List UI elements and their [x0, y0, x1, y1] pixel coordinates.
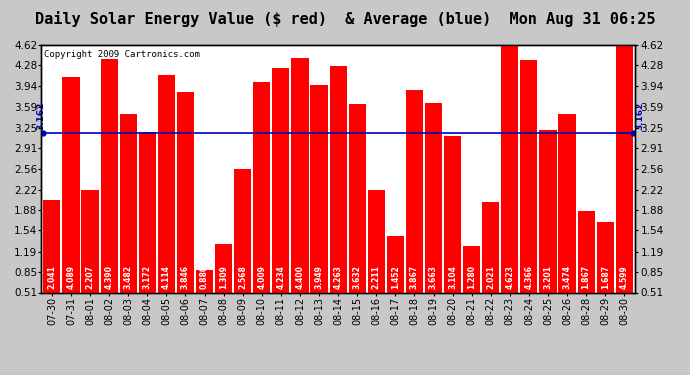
- Bar: [330, 66, 346, 292]
- Text: 3.949: 3.949: [315, 266, 324, 290]
- Bar: [368, 190, 385, 292]
- Text: 4.599: 4.599: [620, 266, 629, 290]
- Text: Copyright 2009 Cartronics.com: Copyright 2009 Cartronics.com: [44, 50, 200, 59]
- Bar: [520, 60, 538, 292]
- Text: 2.041: 2.041: [48, 266, 57, 290]
- Text: 3.663: 3.663: [429, 266, 438, 290]
- Text: 3.201: 3.201: [544, 266, 553, 290]
- Text: 2.021: 2.021: [486, 266, 495, 290]
- Bar: [463, 246, 480, 292]
- Bar: [273, 68, 289, 292]
- Text: 4.234: 4.234: [277, 266, 286, 290]
- Text: 3.632: 3.632: [353, 266, 362, 290]
- Bar: [425, 103, 442, 292]
- Text: 3.172: 3.172: [143, 266, 152, 290]
- Bar: [196, 270, 213, 292]
- Bar: [158, 75, 175, 292]
- Bar: [291, 58, 308, 292]
- Text: 3.162: 3.162: [36, 102, 45, 130]
- Text: 4.009: 4.009: [257, 266, 266, 290]
- Text: 4.623: 4.623: [505, 266, 514, 290]
- Text: 4.089: 4.089: [66, 266, 75, 290]
- Text: 4.263: 4.263: [333, 266, 343, 290]
- Text: 2.211: 2.211: [372, 266, 381, 290]
- Bar: [177, 92, 194, 292]
- Text: 1.452: 1.452: [391, 266, 400, 290]
- Text: 0.880: 0.880: [200, 266, 209, 290]
- Bar: [81, 190, 99, 292]
- Text: 3.474: 3.474: [562, 266, 571, 290]
- Bar: [444, 136, 461, 292]
- Bar: [119, 114, 137, 292]
- Text: 4.390: 4.390: [105, 266, 114, 290]
- Bar: [501, 45, 518, 292]
- Bar: [253, 82, 270, 292]
- Text: 3.104: 3.104: [448, 266, 457, 290]
- Bar: [234, 169, 251, 292]
- Bar: [558, 114, 575, 292]
- Text: 3.867: 3.867: [410, 266, 419, 290]
- Text: 3.482: 3.482: [124, 266, 132, 290]
- Text: 1.867: 1.867: [582, 266, 591, 290]
- Text: Daily Solar Energy Value ($ red)  & Average (blue)  Mon Aug 31 06:25: Daily Solar Energy Value ($ red) & Avera…: [34, 11, 655, 27]
- Bar: [101, 59, 118, 292]
- Text: 1.687: 1.687: [601, 266, 610, 290]
- Text: 3.846: 3.846: [181, 266, 190, 290]
- Bar: [348, 105, 366, 292]
- Bar: [310, 86, 328, 292]
- Bar: [615, 46, 633, 292]
- Bar: [387, 236, 404, 292]
- Text: 3.162: 3.162: [635, 102, 644, 130]
- Text: 2.568: 2.568: [238, 266, 247, 290]
- Text: 2.207: 2.207: [86, 266, 95, 290]
- Bar: [215, 244, 233, 292]
- Text: 1.280: 1.280: [467, 266, 476, 290]
- Bar: [406, 90, 423, 292]
- Text: 4.366: 4.366: [524, 266, 533, 290]
- Bar: [482, 201, 500, 292]
- Text: 4.400: 4.400: [295, 266, 304, 290]
- Text: 1.309: 1.309: [219, 266, 228, 290]
- Bar: [62, 77, 79, 292]
- Bar: [139, 132, 156, 292]
- Bar: [540, 130, 557, 292]
- Text: 4.114: 4.114: [162, 266, 171, 290]
- Bar: [43, 200, 61, 292]
- Bar: [597, 222, 614, 292]
- Bar: [578, 211, 595, 292]
